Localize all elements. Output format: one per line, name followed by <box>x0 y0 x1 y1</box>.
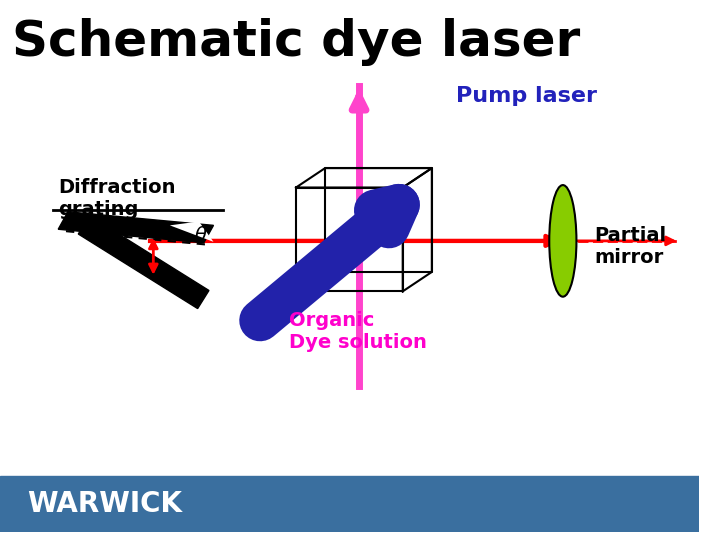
Text: Diffraction
grating: Diffraction grating <box>58 178 176 219</box>
Bar <box>0 476 698 532</box>
Polygon shape <box>170 221 214 242</box>
Text: Partial
mirror: Partial mirror <box>594 226 666 267</box>
Text: Schematic dye laser: Schematic dye laser <box>12 18 580 66</box>
Text: WARWICK: WARWICK <box>27 490 182 518</box>
Text: Pump laser: Pump laser <box>456 86 597 106</box>
Polygon shape <box>58 212 214 243</box>
Ellipse shape <box>549 185 577 296</box>
Text: $\theta$: $\theta$ <box>194 226 207 245</box>
Text: Organic
Dye solution: Organic Dye solution <box>289 310 427 352</box>
Bar <box>78 216 209 308</box>
